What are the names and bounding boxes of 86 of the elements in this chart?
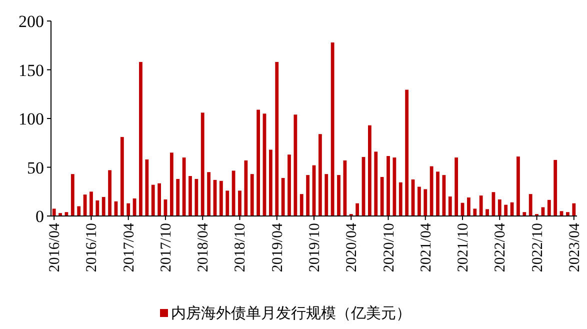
y-tick-label: 0 [36, 207, 44, 226]
x-tick-label: 2018/10 [232, 223, 249, 272]
x-tick-label: 2020/04 [344, 222, 360, 272]
bar [306, 175, 310, 216]
bar [398, 182, 402, 216]
x-tick-label: 2022/04 [492, 222, 509, 272]
bar [467, 197, 470, 216]
bar [219, 180, 223, 216]
bar [386, 156, 390, 216]
bar [256, 110, 260, 216]
bar [448, 196, 452, 216]
bar [554, 160, 558, 216]
legend-label: 内房海外债单月发行规模（亿美元） [171, 305, 411, 322]
bar [151, 184, 155, 216]
bar [139, 62, 142, 216]
bar [275, 62, 279, 216]
x-tick-label: 2017/10 [158, 223, 174, 272]
bar [424, 189, 428, 216]
bar [250, 174, 254, 216]
bar [102, 196, 106, 216]
bar [547, 200, 551, 216]
y-tick-label: 200 [18, 12, 44, 31]
bar [294, 114, 298, 216]
x-tick-label: 2023/04 [566, 222, 583, 272]
bar [418, 186, 421, 216]
x-tick-label: 2016/04 [47, 222, 64, 272]
y-tick-label: 50 [27, 158, 44, 178]
bar [486, 209, 489, 216]
bar [96, 200, 100, 216]
bar [244, 160, 248, 216]
x-tick-label: 2018/04 [196, 222, 212, 272]
bar [343, 160, 347, 216]
bar [170, 152, 174, 216]
bar [528, 194, 532, 216]
bar [232, 170, 236, 216]
x-tick-label: 2022/10 [530, 223, 546, 272]
x-tick-label: 2021/04 [418, 222, 434, 272]
bar [145, 159, 149, 216]
bar [288, 154, 291, 216]
bar [392, 158, 396, 216]
y-tick-label: 100 [18, 110, 44, 128]
bar [454, 158, 458, 216]
bar [52, 208, 56, 216]
bar [120, 137, 124, 216]
bar [207, 172, 210, 216]
bar [188, 176, 192, 216]
bar [430, 166, 434, 216]
bar [281, 178, 285, 216]
bar [77, 206, 81, 216]
bar [238, 190, 242, 216]
bar [318, 134, 322, 216]
bar [504, 204, 508, 216]
bar [108, 170, 112, 216]
x-tick-label: 2016/10 [84, 223, 100, 272]
bar [522, 212, 526, 216]
x-tick-label: 2020/10 [381, 223, 398, 272]
bar [572, 203, 576, 216]
bar [126, 203, 130, 216]
bar [176, 178, 180, 216]
bar [436, 172, 440, 216]
bar [194, 178, 198, 216]
bar [479, 196, 483, 216]
bar [405, 90, 409, 216]
bar [473, 208, 477, 216]
bar [300, 194, 304, 216]
x-tick-label: 2021/10 [456, 223, 472, 272]
bar [200, 112, 204, 216]
bar [226, 190, 230, 216]
x-tick-label: 2019/10 [307, 223, 323, 272]
bar [368, 125, 372, 216]
bar [516, 156, 520, 216]
bar [158, 183, 161, 216]
bar [90, 192, 93, 216]
x-tick-label: 2019/04 [270, 222, 286, 272]
bar [70, 174, 74, 216]
bar [374, 152, 378, 216]
bar [268, 150, 272, 216]
bar [330, 42, 334, 216]
y-tick-label: 150 [18, 60, 44, 80]
bar [356, 203, 360, 216]
bar [324, 174, 328, 216]
bar [337, 175, 340, 216]
bar [380, 177, 384, 216]
x-tick-label: 2017/04 [121, 222, 138, 272]
bar [566, 212, 570, 216]
bar [498, 199, 502, 216]
